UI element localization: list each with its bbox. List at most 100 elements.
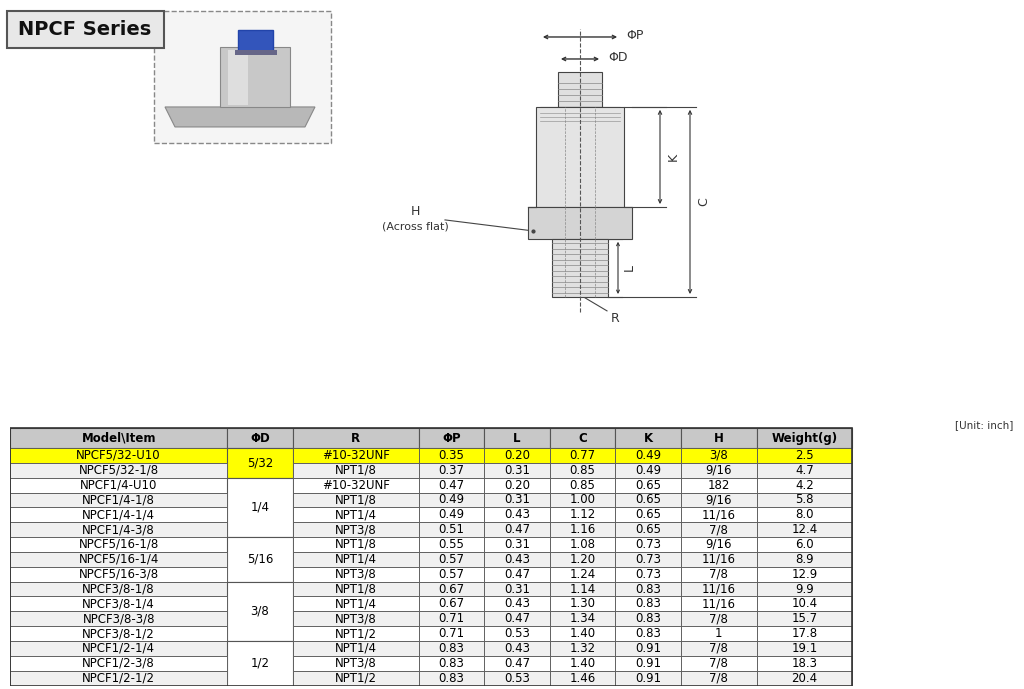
Text: NPCF3/8-1/2: NPCF3/8-1/2 [82,627,155,640]
Bar [293,567,419,582]
Bar [293,522,419,537]
Bar [681,537,757,552]
Bar [228,50,248,105]
Bar [681,493,757,507]
Bar [757,582,852,597]
Bar [10,611,227,626]
Bar [293,597,419,611]
Bar [484,537,550,552]
Text: NPT3/8: NPT3/8 [335,568,377,581]
Bar [757,641,852,656]
Bar [419,641,484,656]
Text: 0.43: 0.43 [504,642,530,655]
Bar [757,448,852,463]
Text: 0.49: 0.49 [438,508,465,522]
Bar [550,641,615,656]
Bar [484,567,550,582]
Bar [484,448,550,463]
Bar [238,30,273,52]
Bar [419,656,484,670]
FancyBboxPatch shape [154,11,331,143]
Bar [536,107,624,207]
Text: 5/32: 5/32 [247,456,273,469]
Text: 1.40: 1.40 [569,627,596,640]
Text: 2.5: 2.5 [796,449,814,462]
Text: 0.43: 0.43 [504,597,530,610]
Bar [550,507,615,522]
Bar [681,567,757,582]
Bar [681,507,757,522]
Bar [293,611,419,626]
Bar [550,429,615,448]
Bar [757,626,852,641]
Text: 20.4: 20.4 [792,672,817,685]
Text: ΦP: ΦP [442,432,461,444]
Text: 10.4: 10.4 [792,597,817,610]
Bar [757,493,852,507]
Bar [10,448,227,463]
Text: 5/16: 5/16 [247,553,273,566]
Bar [10,552,227,567]
Text: 1.14: 1.14 [569,582,596,595]
Text: C: C [697,198,710,206]
Text: 0.53: 0.53 [504,627,530,640]
Text: 9/16: 9/16 [706,493,732,506]
Text: 0.83: 0.83 [438,657,465,670]
Bar [10,567,227,582]
Text: 0.91: 0.91 [635,672,662,685]
Bar [10,626,227,641]
Bar [615,567,681,582]
Bar [419,522,484,537]
Polygon shape [165,107,315,127]
Text: NPT3/8: NPT3/8 [335,657,377,670]
Bar [419,507,484,522]
Bar [293,670,419,686]
Bar [615,552,681,567]
Bar [484,463,550,477]
Text: 9/16: 9/16 [706,464,732,477]
Text: 17.8: 17.8 [792,627,817,640]
Text: R: R [610,312,620,325]
Text: R: R [351,432,360,444]
Bar [293,493,419,507]
Bar [484,582,550,597]
Text: 0.37: 0.37 [438,464,465,477]
Text: 0.73: 0.73 [635,568,662,581]
Text: 1.16: 1.16 [569,523,596,536]
Bar [293,477,419,493]
Text: (Across flat): (Across flat) [382,222,449,232]
Bar [528,207,632,239]
Bar [757,463,852,477]
Bar [293,656,419,670]
Text: 11/16: 11/16 [701,597,736,610]
Bar [757,597,852,611]
Text: 0.20: 0.20 [504,479,530,491]
Bar [550,552,615,567]
Text: 0.31: 0.31 [504,464,530,477]
Text: 0.67: 0.67 [438,582,465,595]
Text: 1.12: 1.12 [569,508,596,522]
Bar [10,429,227,448]
Bar [681,522,757,537]
Text: 0.83: 0.83 [635,582,662,595]
Bar [550,537,615,552]
Bar [419,429,484,448]
Bar [615,537,681,552]
Bar [10,463,227,477]
Text: 15.7: 15.7 [792,613,817,625]
Text: 0.57: 0.57 [438,568,465,581]
Text: 0.43: 0.43 [504,553,530,566]
Text: NPT1/2: NPT1/2 [335,672,377,685]
Bar [484,670,550,686]
Bar [10,429,852,686]
Text: 0.65: 0.65 [635,493,662,506]
Text: L: L [623,265,636,271]
Bar [615,493,681,507]
Text: NPCF5/32-1/8: NPCF5/32-1/8 [79,464,159,477]
Text: NPCF5/16-1/4: NPCF5/16-1/4 [79,553,159,566]
Bar [550,611,615,626]
Text: 18.3: 18.3 [792,657,817,670]
Text: NPCF1/2-1/2: NPCF1/2-1/2 [82,672,156,685]
Bar [293,448,419,463]
Text: C: C [579,432,587,444]
